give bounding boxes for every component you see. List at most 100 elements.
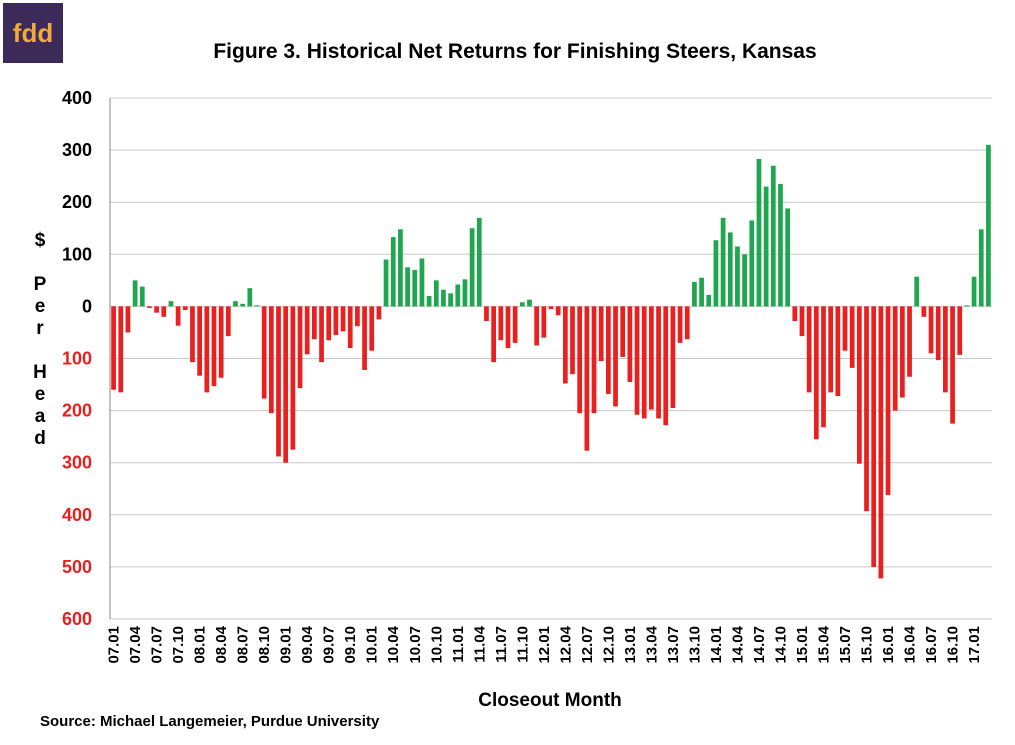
bar: [182, 306, 188, 311]
bar: [175, 306, 181, 326]
bar: [419, 258, 425, 307]
x-tick-label: 09.07: [321, 626, 338, 664]
bar: [699, 277, 704, 307]
bar: [684, 306, 690, 340]
x-tick-label: 09.10: [342, 626, 359, 664]
bar: [527, 299, 532, 307]
bar: [950, 306, 955, 424]
bar: [928, 306, 934, 354]
x-tick-label: 12.07: [579, 626, 596, 664]
y-tick-label: 200: [62, 401, 92, 421]
bar: [613, 306, 618, 407]
bar: [548, 306, 554, 310]
bar: [871, 306, 877, 567]
bar: [591, 306, 597, 414]
bar: [914, 276, 920, 307]
bar: [943, 306, 948, 393]
bar: [190, 306, 195, 363]
bar: [319, 306, 324, 363]
bar: [125, 306, 131, 333]
bar: [519, 302, 525, 307]
bar: [692, 281, 697, 307]
bar: [297, 306, 303, 389]
bar: [405, 267, 410, 307]
y-tick-label: 600: [62, 609, 92, 629]
bar: [261, 306, 267, 399]
x-tick-label: 13.04: [643, 625, 660, 663]
x-tick-label: 14.04: [729, 625, 746, 663]
y-tick-label: 400: [62, 505, 92, 525]
x-tick-label: 11.04: [471, 625, 488, 662]
bar: [376, 306, 382, 320]
x-tick-label: 09.01: [278, 626, 295, 664]
bar: [225, 306, 231, 337]
bar: [268, 306, 274, 414]
bar: [197, 306, 203, 376]
bar: [971, 276, 977, 307]
bar: [204, 306, 210, 393]
bar: [498, 306, 504, 341]
bar: [706, 294, 712, 307]
bar: [311, 306, 317, 340]
bar: [455, 284, 461, 307]
bar: [340, 306, 346, 332]
x-tick-label: 15.04: [815, 625, 832, 663]
x-tick-label: 08.07: [235, 626, 252, 664]
bar: [885, 306, 891, 496]
y-tick-label: 100: [62, 349, 92, 369]
bar: [799, 306, 805, 337]
x-tick-label: 15.07: [837, 626, 854, 664]
bar: [763, 186, 769, 307]
bar: [240, 303, 246, 307]
bar: [892, 306, 898, 411]
bar: [304, 306, 310, 355]
y-tick-label: 100: [62, 244, 92, 264]
x-tick-label: 14.10: [772, 626, 789, 664]
x-tick-label: 08.04: [213, 625, 230, 663]
bar: [670, 306, 676, 408]
bar: [634, 306, 640, 415]
y-tick-label: 300: [62, 140, 92, 160]
bar: [326, 306, 332, 341]
x-tick-label: 07.10: [170, 626, 187, 664]
x-tick-label: 08.01: [192, 626, 209, 664]
bar: [469, 228, 475, 307]
x-tick-label: 13.01: [622, 626, 639, 664]
logo: fdd: [13, 18, 53, 48]
bar: [111, 306, 116, 390]
x-tick-label: 16.10: [945, 626, 962, 664]
bar: [254, 305, 260, 307]
bar: [856, 306, 862, 464]
bar: [605, 306, 611, 394]
bar: [713, 240, 719, 307]
x-tick-label: 07.04: [127, 625, 144, 663]
bar: [118, 306, 124, 393]
bar: [283, 306, 289, 463]
x-tick-label: 17.01: [966, 626, 983, 664]
bar: [849, 306, 855, 368]
bar: [390, 237, 396, 307]
bar: [813, 306, 819, 440]
x-tick-label: 12.01: [536, 626, 553, 664]
x-tick-label: 14.01: [708, 626, 725, 664]
bar: [742, 254, 747, 307]
y-tick-label: 400: [62, 88, 92, 108]
x-tick-label: 08.10: [256, 626, 273, 664]
bar: [484, 306, 489, 321]
bar: [842, 306, 848, 351]
bar: [821, 306, 826, 428]
bar: [512, 306, 518, 343]
bar: [383, 259, 389, 307]
bar: [369, 306, 375, 351]
bar: [355, 306, 360, 327]
bar: [154, 306, 159, 313]
bar: [785, 208, 791, 307]
bar: [620, 306, 626, 357]
bar: [233, 301, 238, 307]
bar: [835, 306, 841, 397]
x-tick-label: 16.01: [880, 626, 897, 664]
y-tick-label: 200: [62, 192, 92, 212]
bar: [168, 301, 174, 307]
bar: [878, 306, 884, 579]
chart-title: Figure 3. Historical Net Returns for Fin…: [213, 40, 816, 63]
